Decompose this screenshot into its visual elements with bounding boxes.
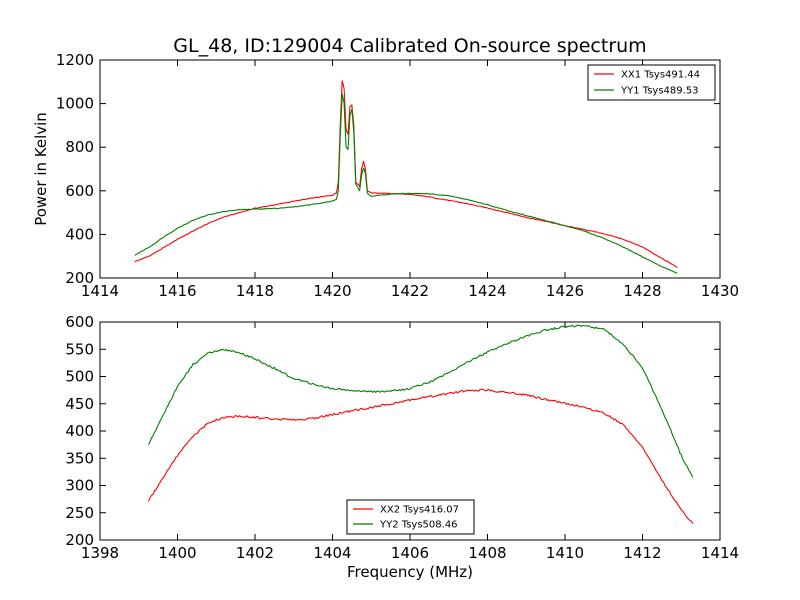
y-tick-label: 400 (65, 422, 94, 440)
legend-label-xx2: XX2 Tsys416.07 (380, 505, 459, 516)
x-axis-label: Frequency (MHz) (347, 563, 473, 581)
series-line-yy2 (147, 324, 694, 478)
x-tick-label: 1426 (546, 282, 584, 300)
x-tick-label: 1398 (81, 544, 119, 562)
legend-label-yy2: YY2 Tsys508.46 (379, 520, 458, 531)
x-tick-label: 1422 (391, 282, 429, 300)
y-tick-label: 250 (65, 504, 94, 522)
y-tick-label: 550 (65, 340, 94, 358)
legend: XX2 Tsys416.07 YY2 Tsys508.46 (346, 499, 475, 535)
x-tick-label: 1428 (623, 282, 661, 300)
y-tick-label: 600 (65, 313, 94, 331)
figure-title: GL_48, ID:129004 Calibrated On-source sp… (173, 35, 646, 57)
lower-spectrum-plot: 1398 1400 1402 1404 1406 1408 1410 1412 1414 200 2… (65, 313, 739, 581)
y-tick-label: 600 (65, 182, 94, 200)
y-axis-label: Power in Kelvin (32, 112, 50, 226)
axes-frame (99, 321, 721, 541)
x-tick-label: 1410 (546, 544, 584, 562)
series-line-xx2 (147, 388, 694, 524)
axes-frame (99, 59, 721, 279)
x-tick-label: 1424 (468, 282, 506, 300)
legend-box (587, 64, 716, 101)
x-tick-label: 1412 (623, 544, 661, 562)
legend-label-xx1: XX1 Tsys491.44 (621, 70, 700, 81)
x-tick-label: 1420 (313, 282, 351, 300)
x-tick-label: 1408 (468, 544, 506, 562)
x-tick-label: 1414 (701, 544, 739, 562)
series-line-yy1 (134, 93, 678, 274)
x-tick-label: 1400 (158, 544, 196, 562)
x-tick-label: 1416 (158, 282, 196, 300)
legend: XX1 Tsys491.44 YY1 Tsys489.53 (587, 64, 716, 101)
x-tick-label: 1402 (236, 544, 274, 562)
y-tick-label: 400 (65, 225, 94, 243)
y-tick-label: 1000 (56, 95, 94, 113)
x-tick-label: 1404 (313, 544, 351, 562)
y-tick-label: 300 (65, 477, 94, 495)
y-tick-label: 1200 (56, 51, 94, 69)
y-tick-label: 200 (65, 269, 94, 287)
y-tick-label: 450 (65, 395, 94, 413)
y-tick-label: 800 (65, 138, 94, 156)
x-tick-label: 1406 (391, 544, 429, 562)
legend-box (346, 499, 475, 535)
x-tick-label: 1414 (81, 282, 119, 300)
upper-spectrum-plot: 1414 1416 1418 1420 1422 1424 1426 1428 1430 200 4… (32, 51, 739, 300)
y-tick-label: 350 (65, 449, 94, 467)
y-tick-label: 200 (65, 531, 94, 549)
x-tick-label: 1430 (701, 282, 739, 300)
y-tick-label: 500 (65, 368, 94, 386)
legend-label-yy1: YY1 Tsys489.53 (620, 86, 699, 97)
x-tick-label: 1418 (236, 282, 274, 300)
